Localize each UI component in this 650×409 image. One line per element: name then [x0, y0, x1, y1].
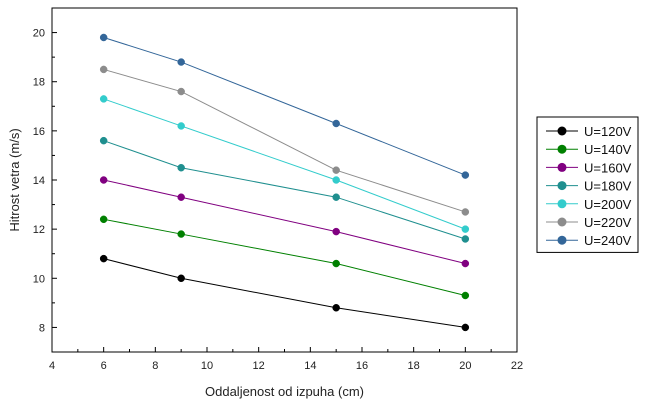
- data-point: [99, 136, 108, 145]
- series-line: [103, 258, 466, 328]
- data-point: [461, 225, 470, 233]
- legend-label: U=240V: [584, 233, 632, 248]
- data-point: [332, 119, 340, 128]
- legend-label: U=120V: [584, 124, 632, 139]
- x-tick-label: 4: [49, 360, 55, 372]
- data-point: [99, 176, 108, 184]
- data-point: [461, 208, 470, 216]
- series-line: [103, 179, 466, 265]
- data-point: [461, 235, 470, 243]
- legend-marker: [557, 181, 567, 191]
- x-tick-label: 6: [101, 360, 107, 372]
- legend-label: U=220V: [584, 215, 632, 230]
- data-point: [177, 122, 185, 130]
- x-tick-label: 14: [304, 360, 316, 372]
- data-point: [461, 291, 470, 300]
- data-point: [99, 33, 108, 42]
- data-point: [177, 193, 185, 201]
- data-point: [99, 215, 108, 224]
- x-tick-label: 8: [152, 360, 158, 372]
- x-tick-label: 10: [201, 360, 213, 372]
- data-point: [461, 323, 470, 332]
- x-tick-label: 20: [459, 360, 471, 372]
- x-tick-label: 12: [253, 360, 265, 372]
- data-point: [332, 176, 340, 184]
- data-point: [177, 58, 185, 66]
- data-point: [332, 304, 340, 312]
- legend-marker: [557, 162, 567, 172]
- y-tick-label: 20: [33, 28, 45, 40]
- legend-label: U=180V: [584, 179, 632, 194]
- legend-label: U=140V: [584, 142, 632, 157]
- series-line: [103, 140, 466, 240]
- x-axis-ticks: 4 6 8 10 12 14 16 18 20 22: [49, 347, 523, 372]
- data-point: [177, 230, 185, 238]
- y-axis-title: Hitrost vetra (m/s): [7, 128, 22, 231]
- legend-marker: [557, 126, 567, 136]
- data-point: [461, 171, 470, 179]
- legend-label: U=200V: [584, 197, 632, 212]
- legend-marker: [557, 235, 567, 245]
- x-axis-title: Oddaljenost od izpuha (cm): [205, 384, 364, 399]
- x-tick-label: 16: [356, 360, 368, 372]
- y-tick-label: 16: [33, 126, 45, 138]
- data-point: [461, 259, 470, 268]
- plot-frame: [51, 7, 518, 353]
- data-point: [332, 259, 340, 268]
- y-tick-label: 18: [33, 77, 45, 89]
- legend-marker: [557, 199, 567, 209]
- series-line: [103, 68, 466, 213]
- data-point: [99, 65, 108, 74]
- y-axis-ticks: 8 10 12 14 16 18 20: [33, 7, 57, 353]
- y-tick-label: 10: [33, 273, 45, 285]
- y-tick-label: 12: [33, 224, 45, 236]
- series-line: [103, 98, 466, 230]
- plot-area-border: [51, 7, 518, 353]
- data-point: [99, 254, 108, 263]
- series-lines: [103, 37, 466, 328]
- series-line: [103, 218, 466, 296]
- series-line: [103, 37, 466, 176]
- data-point: [177, 87, 185, 96]
- legend: U=120V U=140V U=160V U=180V U=200V U=220V U=24…: [536, 116, 639, 253]
- data-point: [177, 274, 185, 283]
- data-point: [99, 95, 108, 103]
- legend-marker: [557, 217, 567, 227]
- series-points: [99, 33, 470, 332]
- data-point: [332, 166, 340, 174]
- data-point: [332, 193, 340, 201]
- data-point: [332, 227, 340, 236]
- data-point: [177, 163, 185, 172]
- legend-box: [536, 116, 639, 253]
- y-tick-label: 14: [33, 175, 45, 187]
- legend-marker: [557, 144, 567, 154]
- y-tick-label: 8: [39, 322, 45, 334]
- legend-label: U=160V: [584, 160, 632, 175]
- x-tick-label: 22: [511, 360, 523, 372]
- x-tick-label: 18: [408, 360, 420, 372]
